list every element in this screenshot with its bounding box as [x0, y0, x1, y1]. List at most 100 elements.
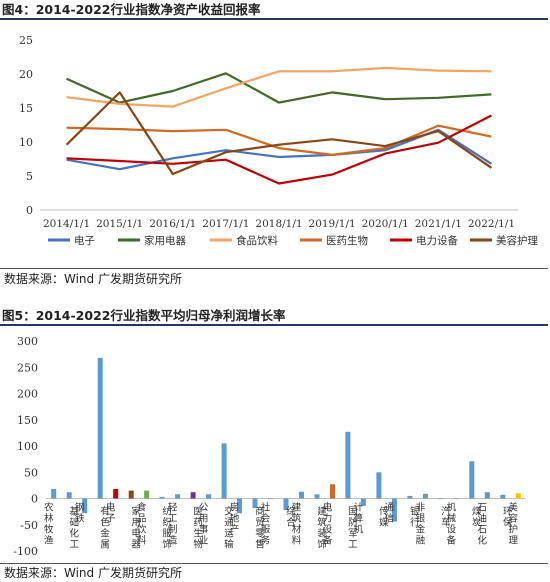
bar — [422, 493, 428, 499]
bar — [221, 443, 227, 499]
y-tick-label: 25 — [19, 34, 33, 47]
category-label: 医药生物 — [193, 507, 203, 551]
bar — [51, 489, 57, 499]
bar — [314, 494, 320, 499]
category-label: 汽车 — [441, 506, 451, 529]
y-tick-label: 20 — [19, 68, 33, 81]
bar — [128, 490, 134, 499]
category-label: 银行 — [410, 506, 420, 529]
bar — [66, 492, 72, 499]
category-label: 电子 — [106, 502, 116, 525]
series-line — [66, 124, 492, 156]
legend-label: 电子 — [74, 234, 95, 247]
legend-label: 医药生物 — [326, 234, 368, 247]
category-label: 交通运输 — [224, 506, 234, 551]
x-tick-label: 2016/1/1 — [149, 218, 196, 230]
bar — [113, 489, 119, 499]
legend-label: 家用电器 — [144, 234, 186, 247]
category-label: 轻工制造 — [168, 502, 178, 547]
category-label: 非银金融 — [416, 502, 426, 547]
bar — [484, 492, 490, 499]
x-tick-label: 2019/1/1 — [309, 218, 356, 230]
series-line — [65, 91, 493, 176]
y-tick-label: -50 — [20, 519, 38, 532]
figure-4-title: 图4：2014-2022行业指数净资产收益回报率 — [0, 0, 548, 20]
category-label: 石油石化 — [478, 503, 488, 547]
category-label: 社会服务 — [261, 502, 271, 547]
category-label: 公用事业 — [199, 503, 209, 547]
bar — [252, 498, 258, 508]
category-label: 建筑装饰 — [317, 506, 327, 551]
x-tick-label: 2022/1/1 — [468, 218, 515, 230]
y-tick-label: 0 — [31, 493, 38, 506]
category-label: 通信 — [385, 503, 395, 525]
y-tick-label: 0 — [26, 204, 33, 217]
roe-line-chart: 0 5 10 15 20 25 2014/1/1 2015/1/1 2016/1/1 2017/1… — [19, 34, 538, 247]
category-label: 钢铁 — [75, 502, 85, 525]
bar — [438, 498, 444, 500]
category-label: 农林牧渔 — [44, 502, 54, 547]
bar — [500, 494, 506, 499]
figure-5-title: 图5：2014-2022行业指数平均归母净利润增长率 — [0, 306, 548, 326]
bar — [190, 492, 196, 499]
series-line — [66, 66, 492, 108]
bar — [360, 498, 366, 506]
bar — [206, 494, 212, 499]
series-line — [66, 128, 492, 171]
x-tick-label: 2021/1/1 — [415, 218, 462, 230]
bar — [299, 491, 304, 499]
bar — [283, 498, 289, 511]
category-label: 纺织服饰 — [162, 506, 172, 551]
category-label: 建筑材料 — [292, 502, 302, 547]
bar — [237, 498, 242, 514]
category-label: 传媒 — [379, 506, 389, 529]
category-label: 美容护理 — [509, 502, 519, 547]
x-tick-label: 2015/1/1 — [96, 218, 143, 230]
x-tick-label: 2018/1/1 — [255, 218, 302, 230]
bar — [407, 495, 413, 499]
legend-label: 美容护理 — [496, 234, 538, 247]
bar — [82, 498, 88, 514]
category-label: 房地产 — [230, 502, 240, 536]
bar — [268, 498, 273, 500]
divider — [0, 268, 548, 269]
category-label: 商贸零售 — [255, 506, 265, 551]
bar — [144, 490, 150, 499]
bar — [376, 472, 382, 499]
category-label: 基础化工 — [69, 506, 79, 551]
y-tick-label: 200 — [17, 388, 38, 401]
bar — [391, 498, 397, 522]
category-label: 综合 — [286, 506, 296, 529]
profit-growth-bar-chart: -100-50050100150200250300农林牧渔基础化工钢铁有色金属电… — [13, 335, 526, 558]
category-label: 机械设备 — [447, 502, 457, 547]
y-tick-label: 5 — [26, 170, 33, 183]
x-tick-label: 2020/1/1 — [362, 218, 409, 230]
figure-5-source: 数据来源：Wind 广发期货研究所 — [4, 566, 182, 580]
bar — [330, 484, 335, 499]
bar — [345, 431, 351, 499]
category-label: 有色金属 — [100, 506, 110, 551]
x-tick-label: 2017/1/1 — [202, 218, 249, 230]
series-line — [66, 114, 492, 185]
y-tick-label: 150 — [17, 414, 38, 427]
y-tick-label: 10 — [19, 136, 33, 149]
y-tick-label: 15 — [19, 102, 33, 115]
y-tick-label: -100 — [13, 545, 38, 558]
bar — [469, 461, 475, 499]
category-label: 煤炭 — [472, 506, 482, 529]
y-tick-label: 300 — [17, 335, 38, 348]
category-label: 计算机 — [354, 502, 364, 536]
category-label: 环保 — [503, 507, 513, 529]
bar — [97, 357, 103, 499]
y-tick-label: 50 — [24, 466, 38, 479]
bar — [159, 496, 165, 499]
y-tick-label: 250 — [17, 361, 38, 374]
category-label: 电力设备 — [323, 502, 333, 547]
legend-label: 电力设备 — [416, 234, 458, 247]
bar — [175, 494, 181, 499]
figure-4-source: 数据来源：Wind 广发期货研究所 — [4, 272, 182, 286]
series-line — [66, 72, 492, 104]
category-label: 国防军工 — [348, 507, 358, 551]
category-label: 食品饮料 — [137, 502, 147, 547]
category-label: 家用电器 — [131, 506, 141, 551]
